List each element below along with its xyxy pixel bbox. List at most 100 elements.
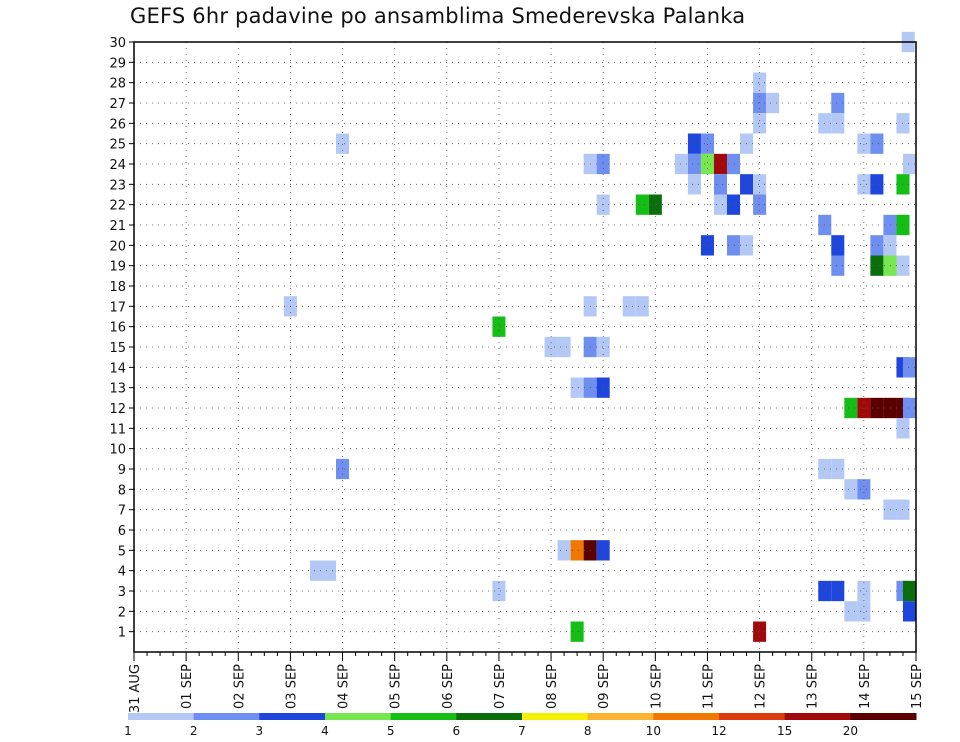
y-tick-label: 29 [109,56,126,71]
precip-cell [322,560,337,581]
x-tick-label: 15 SEP [910,664,925,709]
precip-cell [687,133,701,154]
colorbar-swatch [193,713,260,720]
precip-cell [713,174,728,195]
precip-cell [857,133,871,154]
x-tick-label: 14 SEP [858,664,873,709]
precip-cell [857,397,871,419]
colorbar-label: 5 [387,724,395,738]
colorbar-label: 4 [321,724,329,738]
precip-cell [857,601,871,622]
colorbar-label: 8 [584,724,592,738]
y-tick-label: 30 [109,36,126,51]
colorbar-label: 3 [256,724,264,738]
colorbar-swatch [259,713,326,720]
y-tick-label: 4 [118,565,126,580]
precip-cell [635,194,649,215]
precip-cell [753,113,767,134]
precip-cell [700,153,714,175]
precip-cell [857,174,871,195]
y-tick-label: 9 [118,463,126,478]
y-tick-label: 6 [118,524,126,539]
precip-cell [596,153,610,175]
y-tick-label: 3 [118,585,126,600]
grid-layer [134,42,916,652]
precip-cell [902,580,916,602]
precip-cell [727,153,741,175]
precip-cell [336,133,350,154]
precip-cell [831,235,845,256]
precip-cell [831,580,845,602]
x-tick-label: 09 SEP [597,664,612,709]
y-tick-label: 21 [109,219,126,234]
precip-cell [700,133,714,154]
y-tick-label: 15 [109,341,126,356]
precip-cell [570,621,584,642]
y-tick-label: 25 [109,138,126,153]
precip-cell [544,336,558,358]
x-tick-label: 12 SEP [754,664,769,709]
precip-cell [902,397,916,419]
y-tick-label: 27 [109,97,126,112]
x-tick-label: 03 SEP [284,664,299,709]
colorbar-swatch [719,713,786,720]
y-tick-label: 17 [109,300,126,315]
precip-cell [309,560,323,581]
colorbar-swatch [390,713,457,720]
colorbar-label: 10 [646,724,661,738]
precip-cell [687,174,701,195]
precip-cell [596,336,610,358]
axes-layer: 1234567891011121314151617181920212223242… [109,36,925,713]
colorbar-legend: 1 2 3 4 5 6 7 8 10 12 15 20 [124,713,917,738]
chart-title: GEFS 6hr padavine po ansamblima Smederev… [130,4,746,28]
cells-layer [283,31,916,642]
precip-cell [870,133,884,154]
precip-cell [870,235,884,256]
x-tick-label: 31 AUG [128,664,143,713]
precip-cell [831,113,845,134]
y-tick-label: 18 [109,280,126,295]
x-tick-label: 05 SEP [389,664,404,709]
precip-cell [831,255,845,276]
precip-cell [635,296,649,317]
precip-cell [883,397,897,419]
colorbar-swatch [325,713,392,720]
precip-cell [727,194,741,215]
precip-cell [831,458,845,480]
precip-cell [622,296,636,317]
colorbar-swatch [456,713,523,720]
y-tick-label: 28 [109,77,126,92]
x-tick-label: 01 SEP [180,664,195,709]
precip-cell [870,397,884,419]
precip-cell [844,397,858,419]
y-tick-label: 8 [118,483,126,498]
precip-cell [557,540,571,561]
colorbar-swatch [653,713,720,720]
y-tick-label: 23 [109,178,126,193]
y-tick-label: 19 [109,260,126,275]
precip-cell [570,540,584,561]
precip-cell [844,479,858,500]
x-tick-label: 06 SEP [441,664,456,709]
y-tick-label: 1 [118,626,126,641]
y-tick-label: 14 [109,361,126,376]
y-tick-label: 2 [118,605,126,620]
y-tick-label: 5 [118,544,126,559]
colorbar-swatch [522,713,589,720]
y-tick-label: 11 [109,422,126,437]
colorbar-label: 2 [190,724,198,738]
x-tick-label: 07 SEP [493,664,508,709]
precip-cell [727,235,741,256]
precip-cell [570,377,584,398]
colorbar-label: 20 [843,724,858,738]
precip-cell [713,153,728,175]
precip-cell [857,479,871,500]
precip-cell [753,174,767,195]
colorbar-label: 6 [453,724,461,738]
precip-cell [883,235,897,256]
y-tick-label: 16 [109,321,126,336]
precip-cell [883,214,897,236]
precip-cell [713,194,728,215]
y-tick-label: 24 [109,158,126,173]
